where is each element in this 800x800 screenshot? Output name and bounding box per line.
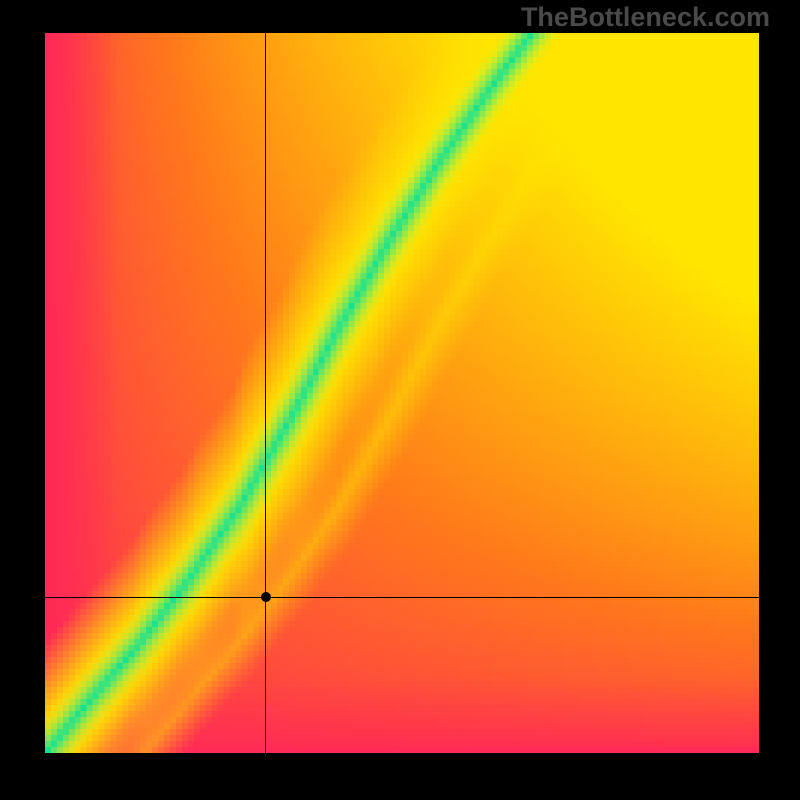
crosshair-horizontal	[45, 597, 759, 598]
watermark-text: TheBottleneck.com	[521, 4, 770, 31]
bottleneck-heatmap	[45, 33, 759, 753]
crosshair-vertical	[265, 33, 266, 753]
